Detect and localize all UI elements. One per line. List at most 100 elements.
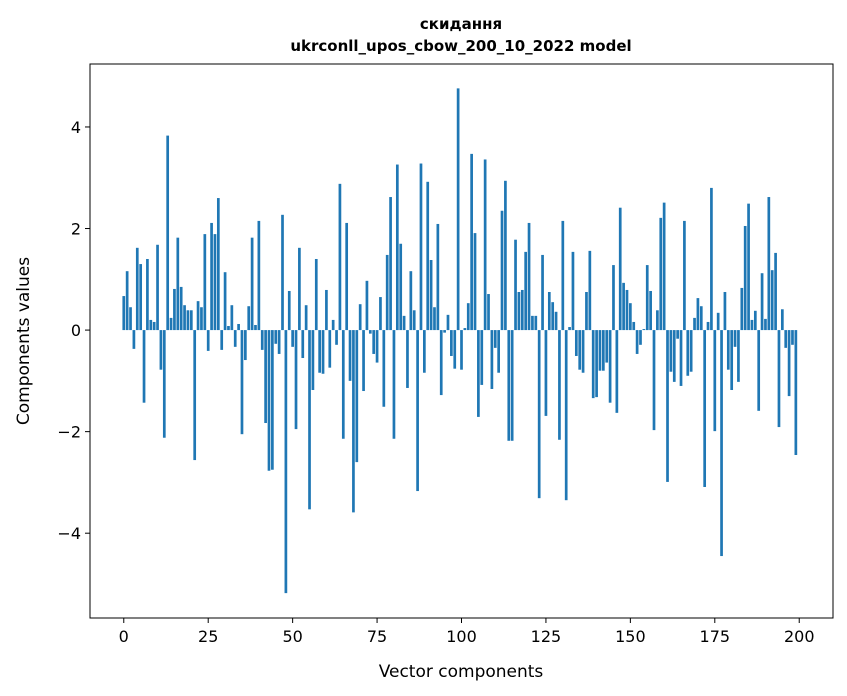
bar-component-107 <box>483 159 487 331</box>
bar-component-82 <box>399 243 403 331</box>
bar-component-26 <box>210 222 213 331</box>
bar-component-87 <box>416 330 419 492</box>
bar-component-183 <box>740 287 744 331</box>
bar-component-5 <box>139 264 143 331</box>
bar-component-66 <box>345 222 349 331</box>
chart-title-line-1: скидання <box>420 15 502 33</box>
bar-component-103 <box>470 153 473 331</box>
bar-component-109 <box>490 330 494 389</box>
bar-component-174 <box>710 187 713 331</box>
bar-component-192 <box>770 270 774 331</box>
bar-component-195 <box>780 309 784 331</box>
bar-component-181 <box>733 330 737 347</box>
y-tick-label: −2 <box>57 423 81 442</box>
bar-component-166 <box>683 220 686 331</box>
bar-component-16 <box>176 237 180 331</box>
bar-component-27 <box>213 234 217 331</box>
bar-component-115 <box>510 330 514 441</box>
bar-component-175 <box>713 330 717 432</box>
bar-component-189 <box>760 273 764 331</box>
bar-component-104 <box>473 233 477 331</box>
bar-component-143 <box>605 330 609 363</box>
bar-component-47 <box>281 214 284 331</box>
bar-component-9 <box>152 321 156 331</box>
bar-component-38 <box>250 237 254 331</box>
bar-component-105 <box>477 330 480 417</box>
bar-component-55 <box>308 330 311 510</box>
bar-component-52 <box>298 247 301 331</box>
bar-component-89 <box>422 330 426 373</box>
bar-component-150 <box>629 303 632 331</box>
bar-component-39 <box>254 325 257 331</box>
bar-component-59 <box>321 330 325 374</box>
bar-component-8 <box>149 319 153 331</box>
bar-component-158 <box>656 310 659 331</box>
x-tick-label: 25 <box>198 627 218 646</box>
bar-component-160 <box>662 202 666 331</box>
bar-component-177 <box>720 330 723 557</box>
bar-component-4 <box>135 247 139 331</box>
bar-component-152 <box>635 330 639 354</box>
bar-component-3 <box>132 330 136 349</box>
bar-component-102 <box>466 303 470 331</box>
bar-component-62 <box>331 319 335 331</box>
bar-component-20 <box>189 310 193 331</box>
bar-component-173 <box>706 321 710 331</box>
bar-component-50 <box>291 330 294 347</box>
bar-component-112 <box>500 210 504 331</box>
bar-component-25 <box>206 330 210 351</box>
bar-component-142 <box>601 330 605 371</box>
bar-component-74 <box>372 330 376 354</box>
x-tick-label: 200 <box>784 627 815 646</box>
bar-component-30 <box>223 272 227 331</box>
bar-component-165 <box>679 330 683 386</box>
bar-component-72 <box>365 280 369 331</box>
bar-component-46 <box>277 330 281 354</box>
bar-component-190 <box>764 318 767 331</box>
bar-component-40 <box>257 220 261 331</box>
bar-component-157 <box>652 330 656 431</box>
bar-component-180 <box>730 330 734 391</box>
bar-component-138 <box>588 250 592 331</box>
bar-component-151 <box>632 321 636 331</box>
bar-component-147 <box>618 207 622 331</box>
bar-component-93 <box>436 223 440 331</box>
bar-component-18 <box>183 305 186 331</box>
bar-component-116 <box>514 239 517 331</box>
bar-component-44 <box>271 330 274 470</box>
bar-component-22 <box>196 301 200 331</box>
bar-component-7 <box>146 258 149 331</box>
bars-group <box>122 88 798 594</box>
bar-component-144 <box>608 330 612 403</box>
bar-component-23 <box>200 307 203 331</box>
bar-component-100 <box>460 330 463 370</box>
bar-component-77 <box>382 330 386 407</box>
bar-component-197 <box>787 330 791 397</box>
bar-component-34 <box>237 323 240 331</box>
bar-component-168 <box>689 330 693 372</box>
bar-component-15 <box>173 288 176 331</box>
x-tick-label: 75 <box>367 627 387 646</box>
bar-component-56 <box>311 330 315 391</box>
bar-component-133 <box>571 251 575 331</box>
bar-component-41 <box>260 330 264 350</box>
bar-component-48 <box>284 330 288 594</box>
bar-component-182 <box>737 330 740 382</box>
bar-component-111 <box>497 330 501 373</box>
y-tick-label: −4 <box>57 524 81 543</box>
bar-component-188 <box>757 330 761 411</box>
bar-component-134 <box>574 330 578 356</box>
bar-component-172 <box>703 330 707 487</box>
bar-component-36 <box>244 330 247 361</box>
bar-component-120 <box>527 222 531 331</box>
bar-component-91 <box>429 260 433 331</box>
bar-component-10 <box>156 244 159 331</box>
bar-component-71 <box>362 330 365 392</box>
bar-component-75 <box>375 330 379 363</box>
x-axis-label: Vector components <box>379 662 544 682</box>
bar-component-117 <box>517 291 521 331</box>
bar-component-51 <box>294 330 298 430</box>
bar-component-187 <box>753 310 757 331</box>
bar-component-68 <box>352 330 355 513</box>
bar-component-6 <box>142 330 146 403</box>
